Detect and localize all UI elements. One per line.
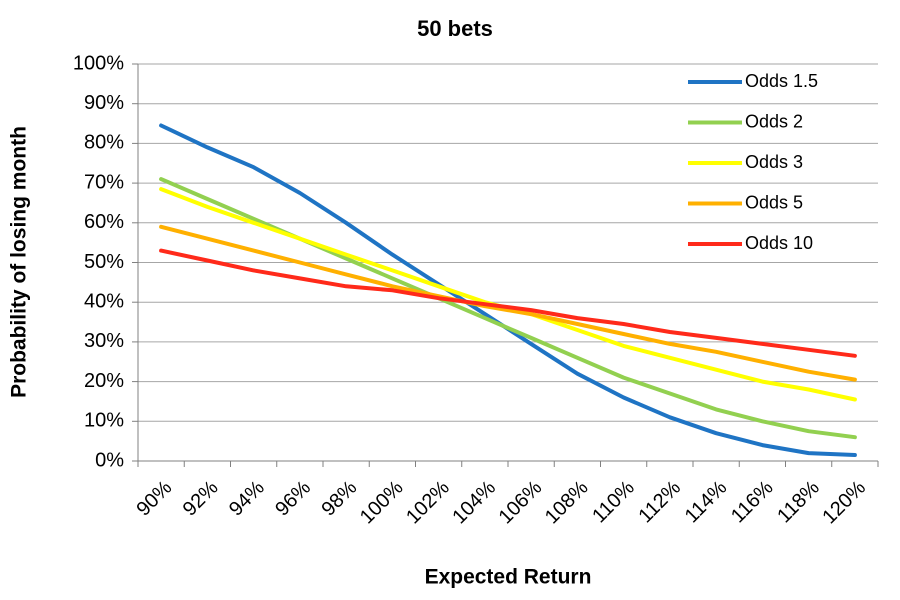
y-tick-label: 100%: [73, 52, 124, 74]
y-tick-label: 90%: [84, 92, 124, 114]
x-tick-label: 112%: [634, 477, 685, 528]
y-tick-label: 70%: [84, 171, 124, 193]
x-tick-label: 98%: [318, 477, 362, 521]
x-tick-label: 92%: [179, 477, 223, 521]
series-line: [159, 248, 857, 358]
x-tick-label: 114%: [681, 477, 732, 528]
y-tick-label: 50%: [84, 251, 124, 273]
legend-label: Odds 5: [745, 192, 803, 212]
series-line: [159, 224, 857, 382]
legend-label: Odds 1.5: [745, 71, 818, 91]
legend-label: Odds 10: [745, 233, 813, 253]
x-tick-label: 106%: [495, 477, 547, 529]
series-line: [159, 123, 857, 457]
y-tick-label: 40%: [84, 290, 124, 312]
x-tick-label: 102%: [402, 477, 454, 529]
y-tick-label: 30%: [84, 330, 124, 352]
x-tick-label: 110%: [588, 477, 639, 528]
series-line: [159, 187, 857, 402]
x-tick-label: 116%: [727, 477, 778, 528]
x-tick-label: 94%: [225, 477, 269, 521]
y-tick-label: 10%: [84, 410, 124, 432]
y-tick-label: 0%: [95, 449, 124, 471]
x-tick-label: 120%: [818, 477, 870, 529]
chart-title: 50 bets: [417, 16, 493, 41]
x-tick-label: 100%: [356, 477, 408, 529]
x-tick-label: 104%: [448, 477, 500, 529]
legend-label: Odds 2: [745, 111, 803, 131]
x-tick-label: 96%: [271, 477, 315, 521]
y-tick-label: 60%: [84, 211, 124, 233]
y-tick-label: 20%: [84, 370, 124, 392]
y-axis-title: Probability of losing month: [8, 126, 31, 398]
x-tick-label: 90%: [133, 477, 177, 521]
legend-label: Odds 3: [745, 152, 803, 172]
x-tick-label: 118%: [773, 477, 824, 528]
x-axis-title: Expected Return: [425, 566, 592, 589]
x-tick-label: 108%: [541, 477, 593, 529]
y-tick-label: 80%: [84, 132, 124, 154]
